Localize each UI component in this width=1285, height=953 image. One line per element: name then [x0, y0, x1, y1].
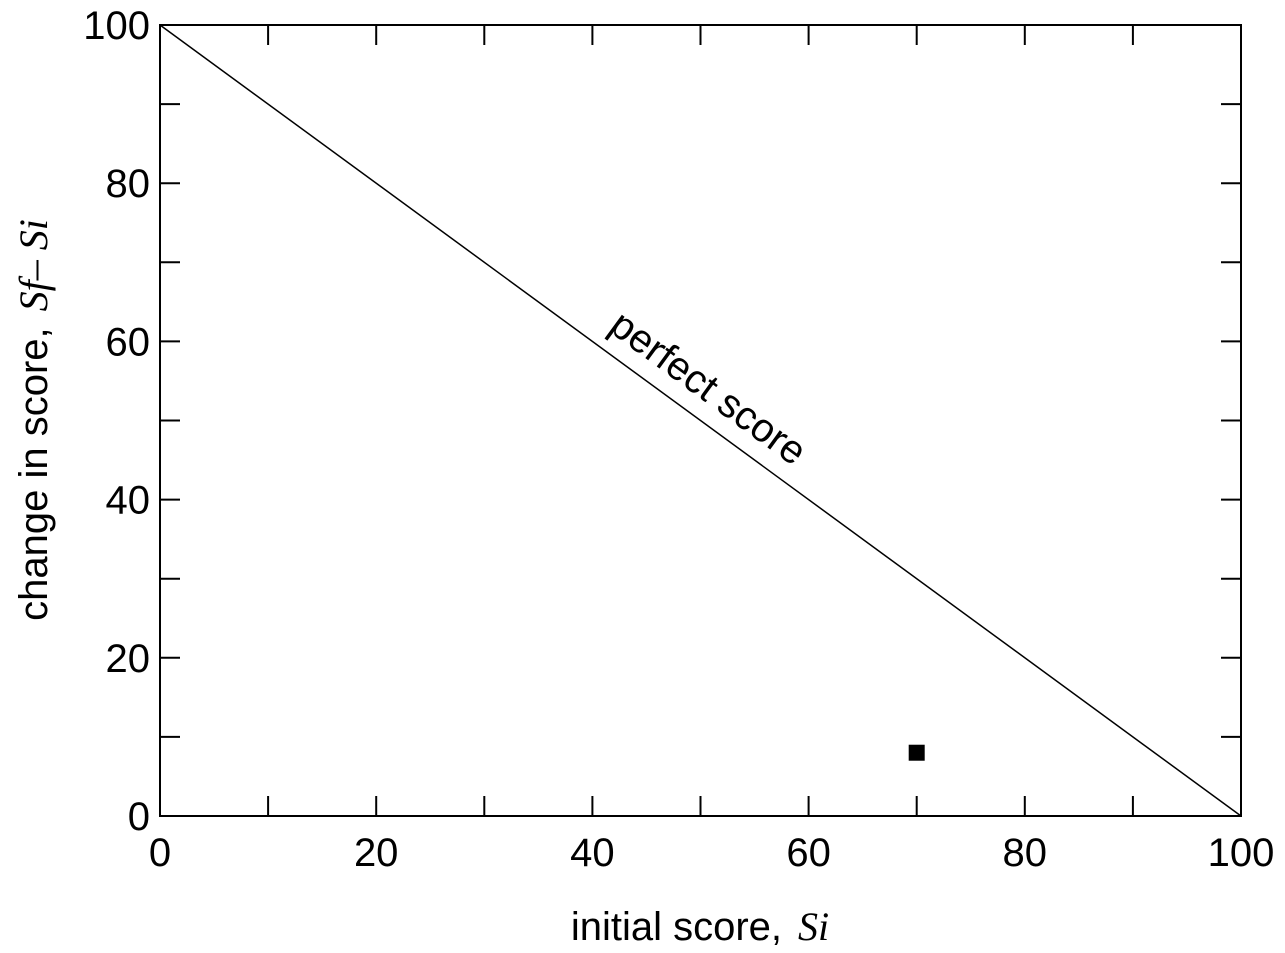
y-tick-label: 20 — [106, 637, 151, 681]
x-tick-label: 20 — [354, 831, 399, 875]
y-tick-label: 100 — [83, 4, 150, 48]
x-tick-label: 40 — [570, 831, 615, 875]
x-axis-label: initial score, Si — [571, 904, 829, 949]
x-axis-label-text: initial score, — [571, 905, 782, 949]
data-point — [908, 744, 925, 761]
x-tick-label: 80 — [1003, 831, 1048, 875]
perfect-score-label: perfect score — [602, 302, 815, 474]
y-axis-label-text: change in score, — [12, 327, 56, 621]
tick-labels: 0 20 40 60 80 100 0 20 40 60 80 100 — [83, 4, 1274, 875]
tick-marks — [159, 24, 1242, 817]
y-tick-label: 60 — [106, 320, 151, 364]
y-axis-symbol: Sf– Si — [11, 219, 56, 311]
x-axis-symbol: Si — [798, 904, 829, 949]
y-axis-label: change in score, Sf– Si — [11, 219, 56, 621]
x-tick-label: 0 — [149, 831, 171, 875]
y-tick-label: 0 — [128, 795, 150, 839]
x-tick-label: 60 — [786, 831, 831, 875]
data-points — [908, 744, 925, 761]
y-tick-label: 40 — [106, 479, 151, 523]
x-tick-label: 100 — [1208, 831, 1275, 875]
y-tick-label: 80 — [106, 162, 151, 206]
perfect-score-line — [159, 24, 1242, 817]
